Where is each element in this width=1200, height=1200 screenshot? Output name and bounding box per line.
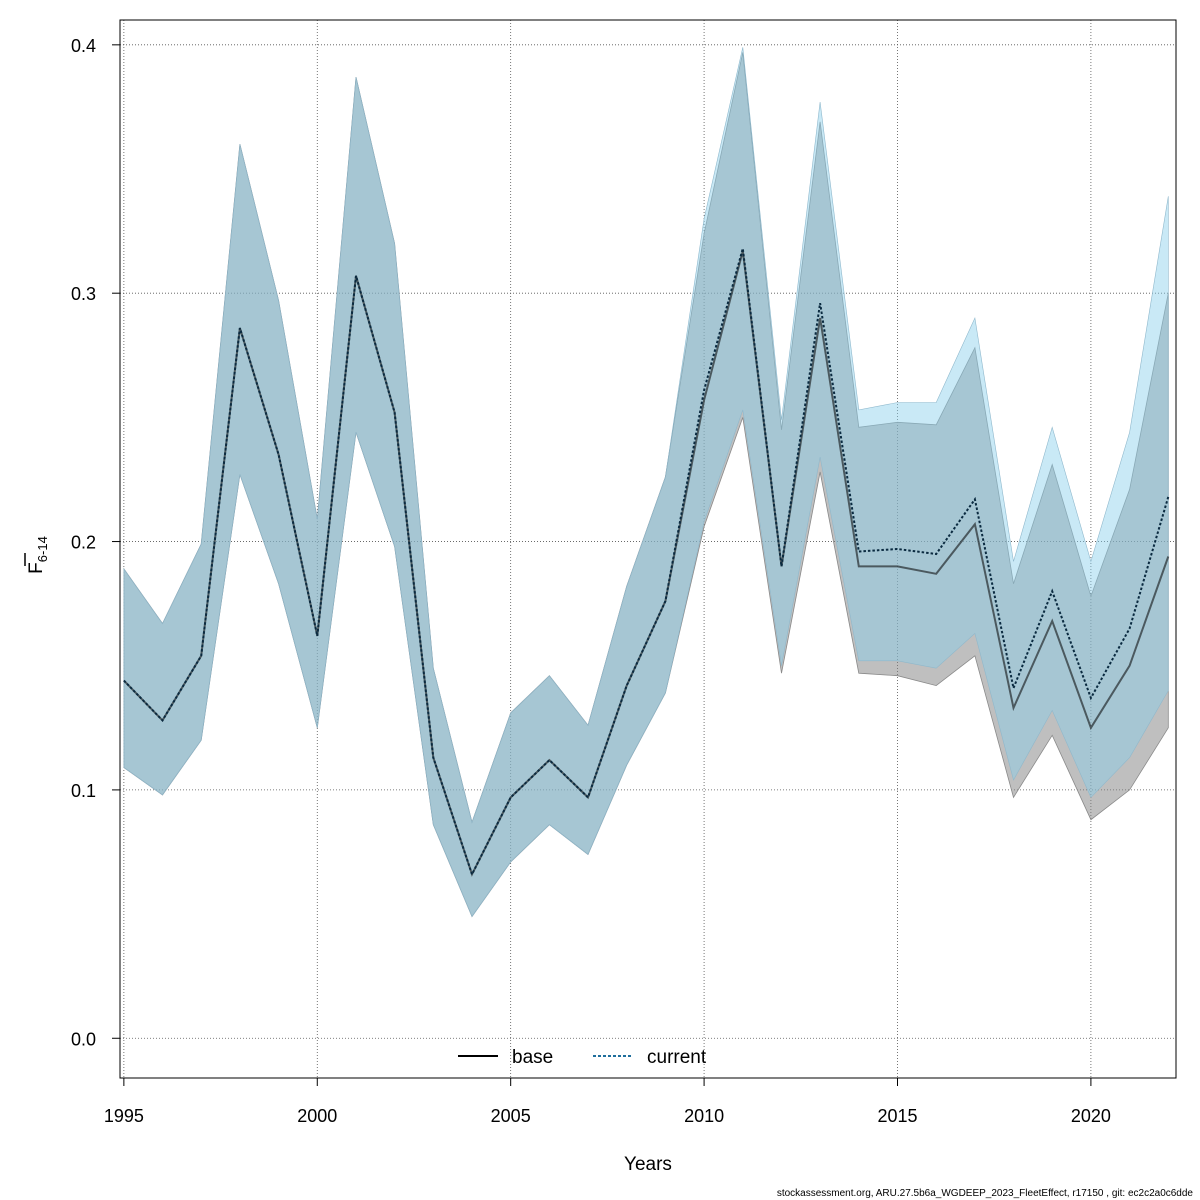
x-tick-label: 2015: [877, 1106, 917, 1126]
y-tick-label: 0.3: [71, 284, 96, 304]
series-lines: [123, 248, 1170, 877]
confidence-bands: [123, 47, 1169, 918]
y-tick-label: 0.0: [71, 1029, 96, 1049]
y-axis: 0.0 0.1 0.2 0.3 0.4: [71, 36, 121, 1049]
legend: base current: [458, 1047, 707, 1068]
y-axis-title-sub: 6-14: [35, 536, 50, 562]
y-tick-label: 0.1: [71, 781, 96, 801]
x-axis-title: Years: [624, 1154, 672, 1175]
y-tick-label: 0.2: [71, 533, 96, 553]
x-tick-label: 2010: [684, 1106, 724, 1126]
band-current: [123, 47, 1169, 918]
line-current: [123, 248, 1170, 877]
x-tick-label: 1995: [104, 1106, 144, 1126]
x-axis: 1995 2000 2005 2010 2015 2020: [104, 1077, 1111, 1126]
footer-note: stockassessment.org, ARU.27.5b6a_WGDEEP_…: [777, 1188, 1194, 1199]
x-tick-label: 2000: [297, 1106, 337, 1126]
y-axis-title-main: F: [26, 562, 47, 574]
x-tick-label: 2005: [491, 1106, 531, 1126]
y-tick-label: 0.4: [71, 36, 96, 56]
y-axis-title: F6-14: [24, 536, 50, 574]
svg-text:F6-14: F6-14: [26, 536, 50, 574]
x-tick-label: 2020: [1071, 1106, 1111, 1126]
legend-current-label: current: [647, 1047, 707, 1068]
legend-base-label: base: [512, 1047, 553, 1068]
